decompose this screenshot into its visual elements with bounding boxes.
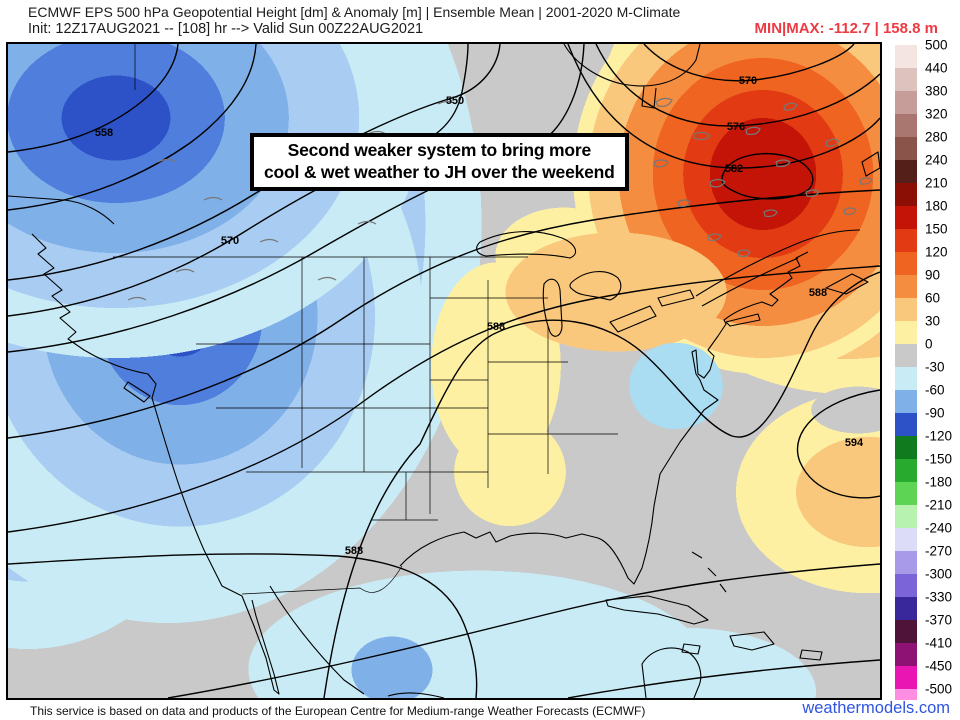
annotation-line2: cool & wet weather to JH over the weeken… <box>264 162 615 182</box>
colorbar-tick-label: -450 <box>925 658 953 674</box>
colorbar-segment <box>895 643 917 666</box>
colorbar-tick-label: 30 <box>925 313 941 329</box>
colorbar-tick-label: -270 <box>925 543 953 559</box>
colorbar-tick-label: -210 <box>925 497 953 513</box>
colorbar-tick-label: 280 <box>925 129 948 145</box>
colorbar-segment <box>895 574 917 597</box>
contour-label: 558 <box>95 127 113 139</box>
contour-label: 550 <box>446 95 464 107</box>
colorbar-tick-label: 90 <box>925 267 941 283</box>
colorbar-tick-label: -370 <box>925 612 953 628</box>
colorbar-segment <box>895 275 917 298</box>
contour-label: 582 <box>725 163 743 175</box>
colorbar-tick-label: 500 <box>925 37 948 53</box>
state-borders <box>113 44 618 595</box>
colorbar-segment <box>895 620 917 643</box>
colorbar-segment <box>895 45 917 68</box>
colorbar-segment <box>895 528 917 551</box>
colorbar-tick-label: 180 <box>925 198 948 214</box>
colorbar-tick-label: 440 <box>925 60 948 76</box>
init-valid-time: Init: 12Z17AUG2021 -- [108] hr --> Valid… <box>28 21 424 37</box>
contour-labels: 558 550 570 570 576 582 588 588 588 594 <box>95 75 864 557</box>
colorbar-tick-label: -410 <box>925 635 953 651</box>
colorbar-tick-label: -180 <box>925 474 953 490</box>
colorbar-segment <box>895 597 917 620</box>
minmax-value: MIN|MAX: -112.7 | 158.8 m <box>754 20 938 37</box>
map-overlay: 558 550 570 570 576 582 588 588 588 594 <box>8 44 880 698</box>
contour-label: 588 <box>345 545 363 557</box>
weathermodels-brand-link[interactable]: weathermodels.com <box>802 699 950 717</box>
colorbar-segment <box>895 367 917 390</box>
colorbar-segment <box>895 298 917 321</box>
colorbar-segment <box>895 390 917 413</box>
colorbar-tick-label: 120 <box>925 244 948 260</box>
colorbar-segment <box>895 344 917 367</box>
weather-map: 558 550 570 570 576 582 588 588 588 594 Second we… <box>6 42 882 700</box>
colorbar-tick-label: 380 <box>925 83 948 99</box>
colorbar-segment <box>895 666 917 689</box>
contour-label: 570 <box>221 235 239 247</box>
colorbar-segment <box>895 551 917 574</box>
colorbar-segment <box>895 459 917 482</box>
colorbar-tick-label: -300 <box>925 566 953 582</box>
colorbar-tick-label: -240 <box>925 520 953 536</box>
colorbar-segment <box>895 413 917 436</box>
colorbar-tick-label: -30 <box>925 359 945 375</box>
colorbar-tick-label: 320 <box>925 106 948 122</box>
colorbar-tick-label: -330 <box>925 589 953 605</box>
colorbar-segment <box>895 183 917 206</box>
colorbar-segment <box>895 505 917 528</box>
coastline <box>8 44 880 698</box>
forecaster-annotation: Second weaker system to bring more cool … <box>250 133 629 191</box>
colorbar-segment <box>895 229 917 252</box>
colorbar-segment <box>895 68 917 91</box>
contour-label: 588 <box>487 321 505 333</box>
colorbar-tick-label: -60 <box>925 382 945 398</box>
colorbar-segment <box>895 114 917 137</box>
anomaly-colorbar <box>895 45 917 700</box>
colorbar-segment <box>895 252 917 275</box>
colorbar-segment <box>895 160 917 183</box>
colorbar-tick-label: -150 <box>925 451 953 467</box>
colorbar-segment <box>895 321 917 344</box>
colorbar-tick-label: -90 <box>925 405 945 421</box>
colorbar-segment <box>895 206 917 229</box>
colorbar-tick-label: 210 <box>925 175 948 191</box>
contour-label: 570 <box>739 75 757 87</box>
contour-lines <box>8 44 880 698</box>
map-title: ECMWF EPS 500 hPa Geopotential Height [d… <box>28 4 681 20</box>
colorbar-tick-label: 240 <box>925 152 948 168</box>
colorbar-tick-label: 0 <box>925 336 933 352</box>
colorbar-tick-label: -120 <box>925 428 953 444</box>
colorbar-tick-label: 150 <box>925 221 948 237</box>
colorbar-tick-label: -500 <box>925 681 953 697</box>
colorbar-segment <box>895 91 917 114</box>
contour-label: 588 <box>809 287 827 299</box>
contour-label: 594 <box>845 437 864 449</box>
colorbar-tick-labels: 500 440 380 320 280 240 210 180 150 120 90 60 30 0 -30… <box>925 38 959 700</box>
colorbar-segment <box>895 689 917 700</box>
colorbar-tick-label: 60 <box>925 290 941 306</box>
annotation-line1: Second weaker system to bring more <box>287 140 592 160</box>
colorbar-segment <box>895 482 917 505</box>
colorbar-segment <box>895 137 917 160</box>
colorbar-segment <box>895 436 917 459</box>
contour-label: 576 <box>727 121 745 133</box>
attribution-text: This service is based on data and produc… <box>30 704 646 718</box>
